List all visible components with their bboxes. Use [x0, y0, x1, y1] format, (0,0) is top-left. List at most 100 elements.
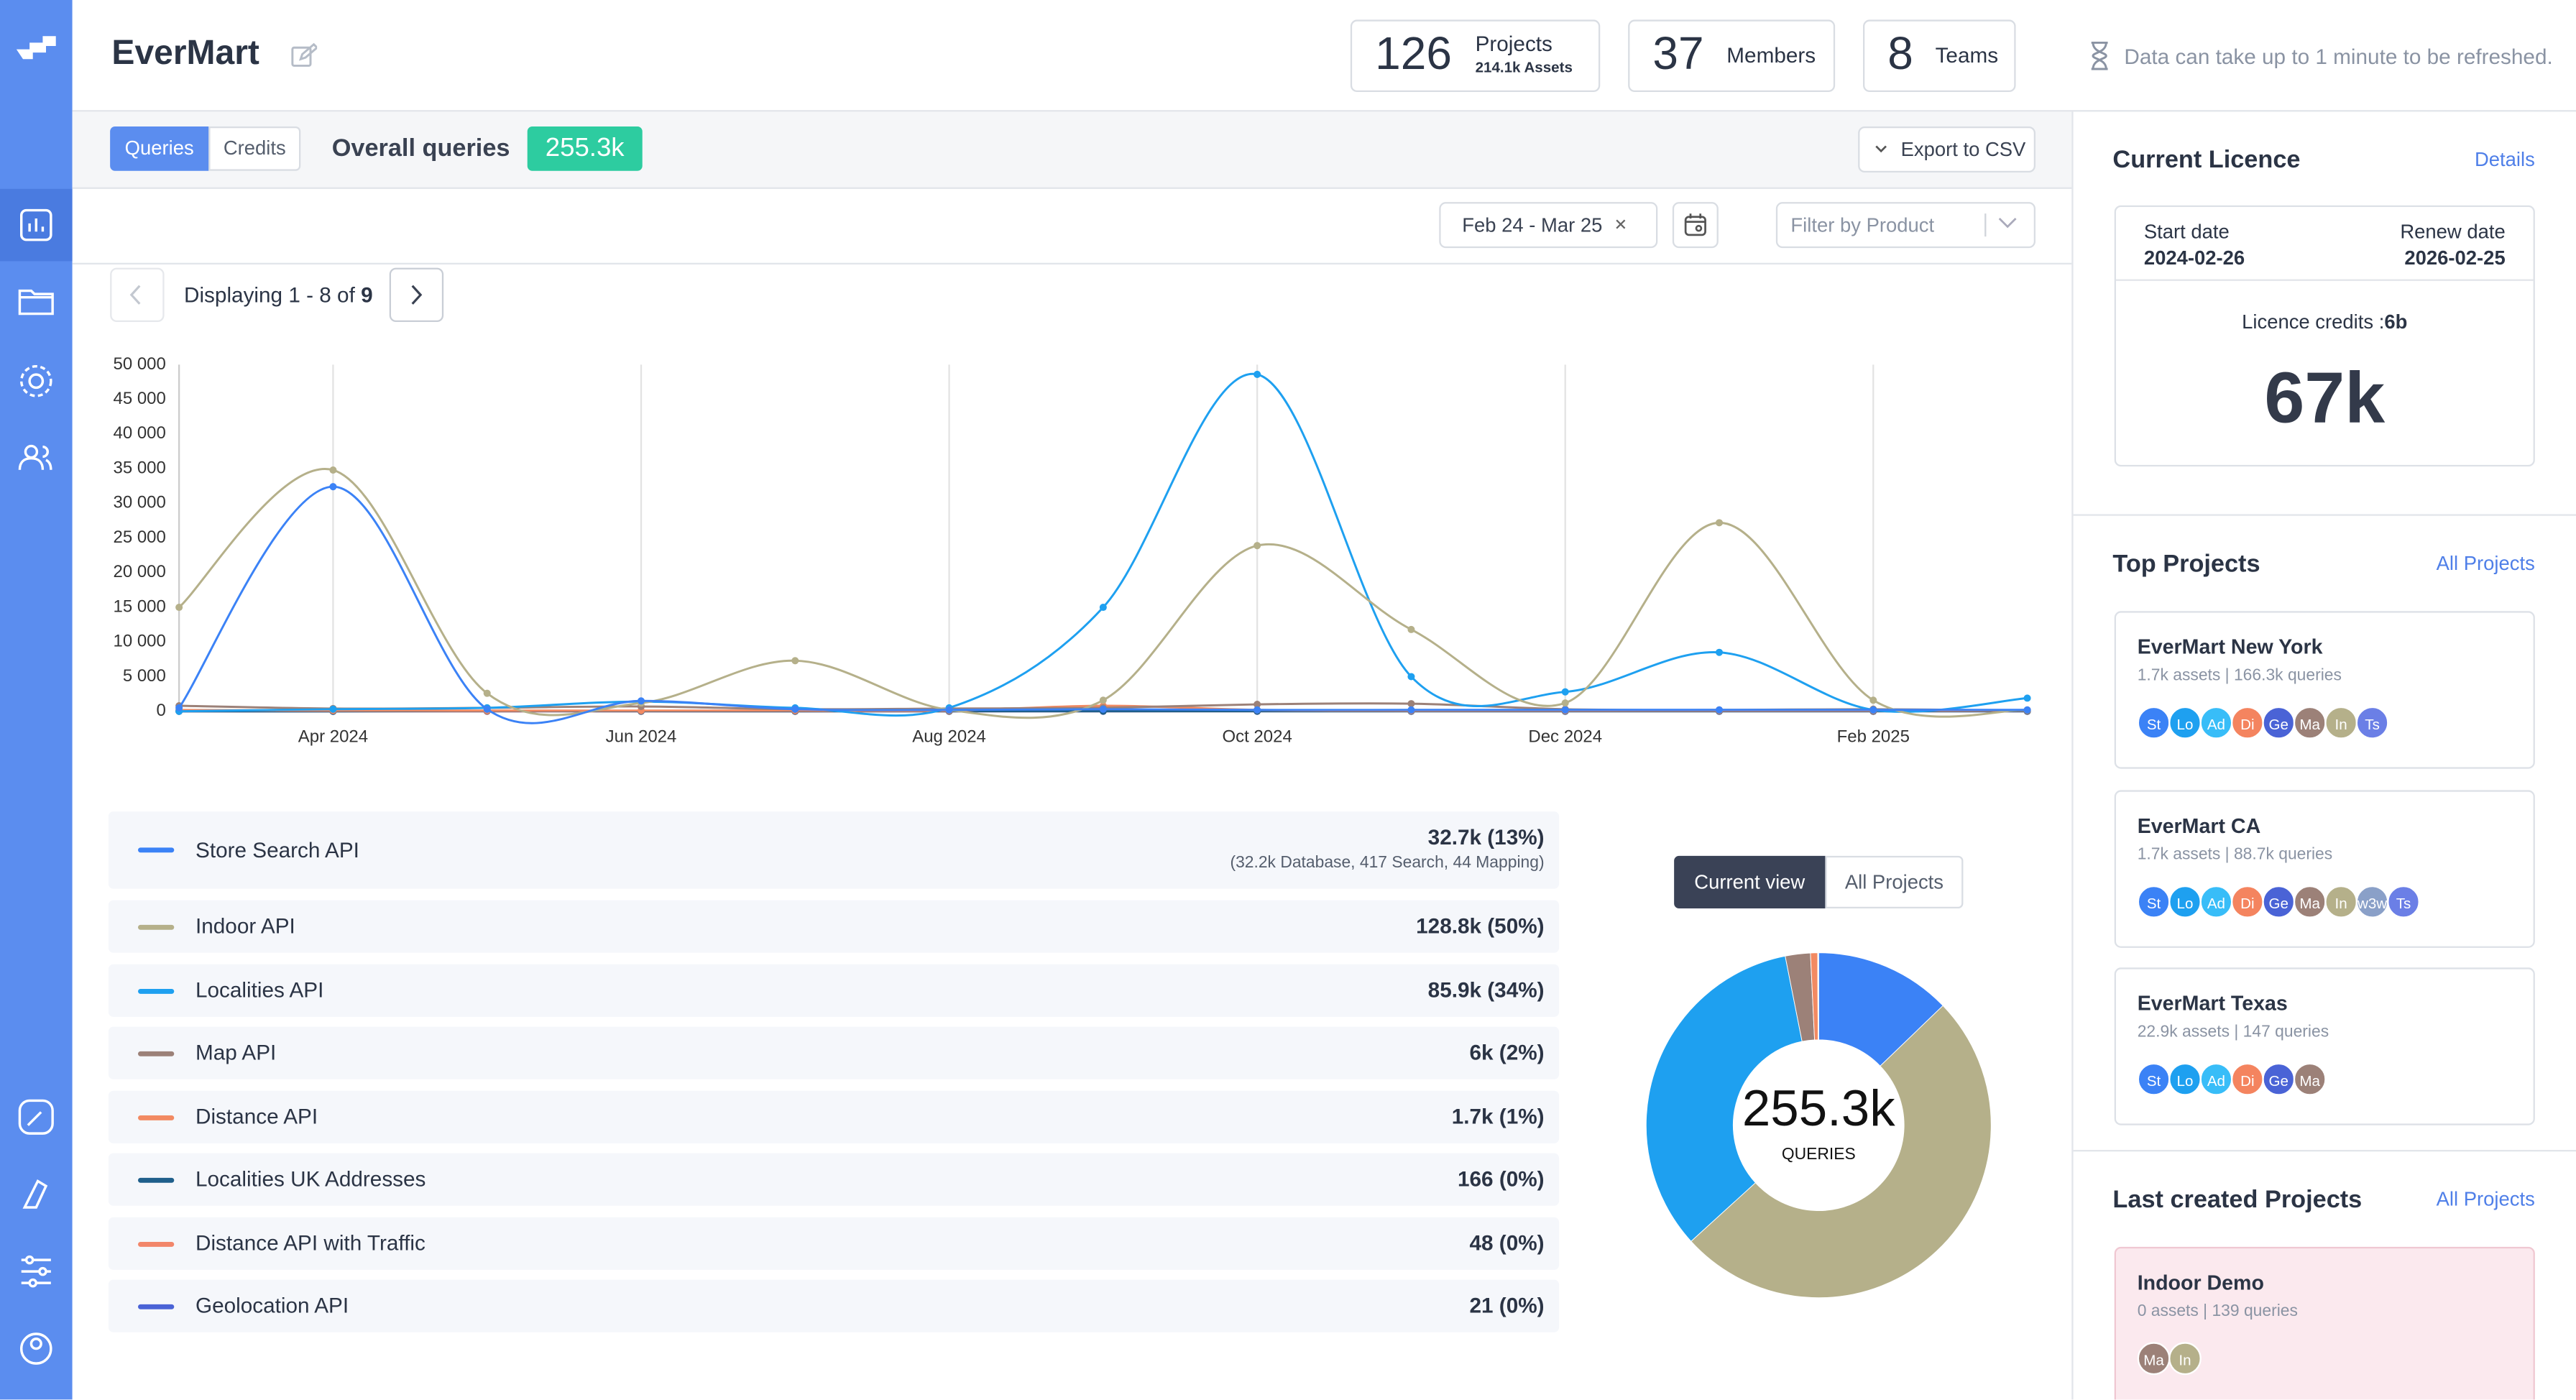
nav-settings[interactable]	[28, 373, 45, 390]
project-card[interactable]	[2114, 790, 2535, 948]
clear-icon[interactable]	[1615, 218, 1627, 230]
project-name[interactable]: EverMart CA	[2137, 814, 2261, 838]
nav-analytics[interactable]	[19, 208, 52, 241]
refresh-notice: Data can take up to 1 minute to be refre…	[2124, 44, 2553, 69]
overall-label: Overall queries	[331, 134, 510, 163]
avatar: Di	[2230, 885, 2264, 918]
x-tick-label: Feb 2025	[1837, 727, 1910, 747]
export-label[interactable]: Export to CSV	[1900, 137, 2026, 161]
nav-filters-knob	[28, 1278, 37, 1288]
avatar: St	[2137, 885, 2171, 918]
legend-swatch	[137, 1114, 175, 1120]
pagination: Displaying 1 - 8 of 9	[184, 282, 373, 307]
data-point	[791, 705, 799, 713]
avatar: w3w	[2355, 885, 2389, 918]
tab[interactable]: Credits	[208, 126, 301, 171]
legend-value: 85.9k (34%)	[1427, 977, 1545, 1003]
stat-label: Members	[1726, 42, 1816, 68]
data-point	[1254, 542, 1261, 550]
project-stats: 1.7k assets | 88.7k queries	[2137, 846, 2333, 865]
edit-icon[interactable]	[291, 42, 318, 69]
project-card[interactable]	[2114, 1246, 2535, 1400]
nav-projects[interactable]	[18, 289, 54, 316]
nav-account[interactable]	[19, 1332, 52, 1365]
prev-icon	[129, 285, 141, 305]
licence-credits: Licence credits :6b	[2115, 310, 2535, 333]
project-card[interactable]	[2114, 967, 2535, 1125]
project-name[interactable]: EverMart Texas	[2137, 992, 2288, 1016]
legend-note: (32.2k Database, 417 Search, 44 Mapping)	[1230, 854, 1545, 872]
stat-box	[1350, 19, 1601, 92]
avatar: Ma	[2293, 885, 2327, 918]
data-point	[945, 706, 953, 714]
y-tick-label: 20 000	[113, 562, 165, 581]
view-toggle[interactable]: All Projects	[1825, 855, 1964, 908]
legend-row	[108, 811, 1560, 889]
stat-value: 37	[1652, 27, 1704, 79]
stat-value: 126	[1375, 27, 1452, 79]
stat-label: Teams	[1935, 42, 1999, 68]
nav-tools-wrench	[27, 1111, 42, 1126]
credits-value: 6b	[2384, 310, 2408, 333]
legend-value: 32.7k (13%)	[1427, 824, 1545, 849]
data-point	[175, 603, 183, 612]
donut-segment	[1690, 1005, 1992, 1299]
avatar: Ma	[2293, 706, 2327, 740]
nav-tools[interactable]	[18, 1099, 54, 1135]
export-button[interactable]	[1858, 126, 2036, 172]
avatar: Ma	[2137, 1342, 2171, 1376]
data-point	[1715, 706, 1724, 714]
avatar: Lo	[2168, 1062, 2202, 1096]
data-point	[637, 697, 645, 705]
avatar: In	[2324, 706, 2358, 740]
nav-members[interactable]	[24, 444, 39, 459]
y-tick-label: 50 000	[113, 354, 165, 374]
legend-row	[108, 1153, 1560, 1206]
project-card[interactable]	[2114, 611, 2535, 769]
data-point	[1099, 705, 1107, 713]
series-line	[179, 372, 2028, 717]
view-toggle-active[interactable]: Current view	[1674, 855, 1826, 908]
last-projects-link[interactable]: All Projects	[2436, 1187, 2535, 1211]
licence-divider	[2115, 279, 2534, 281]
line-chart: 0 5 000 10 000 15 000 20 000 25 000 30 000 35 0…	[113, 354, 2031, 747]
data-point	[329, 483, 337, 491]
next-button[interactable]	[389, 267, 444, 322]
date-range-label: Feb 24 - Mar 25	[1462, 213, 1603, 237]
project-name[interactable]: EverMart New York	[2137, 635, 2323, 659]
legend-name: Geolocation API	[195, 1292, 349, 1318]
project-name[interactable]: Indoor Demo	[2137, 1271, 2264, 1295]
nav-members-body	[18, 445, 52, 470]
data-point	[1254, 370, 1261, 378]
credits-label: Licence credits :	[2242, 310, 2385, 333]
legend-swatch	[137, 1303, 175, 1309]
chevron	[1875, 145, 1887, 153]
nav-docs[interactable]	[22, 1179, 48, 1209]
calendar-button[interactable]	[1672, 202, 1719, 249]
stat-box	[1628, 19, 1836, 92]
stat-value: 8	[1887, 27, 1913, 79]
tab-active[interactable]: Queries	[110, 126, 209, 171]
next-icon	[411, 285, 423, 305]
data-point	[791, 657, 799, 665]
legend-swatch	[137, 987, 175, 993]
data-point	[1561, 699, 1569, 707]
licence-amount: 67k	[2264, 358, 2386, 439]
data-point	[1407, 673, 1415, 681]
panel-divider	[2073, 1149, 2576, 1152]
avatar: Ad	[2199, 885, 2233, 918]
top-projects-link[interactable]: All Projects	[2436, 551, 2535, 575]
stat-box	[1862, 19, 2016, 92]
avatar: In	[2168, 1342, 2202, 1376]
donut-chart: 255.3k QUERIES	[1645, 952, 1992, 1299]
header-border	[72, 110, 2576, 112]
licence-link[interactable]: Details	[2474, 147, 2535, 171]
avatar: Ma	[2293, 1062, 2327, 1096]
product-filter[interactable]	[1775, 202, 2036, 249]
start-label: Start date	[2143, 220, 2230, 244]
prev-button[interactable]	[110, 267, 165, 322]
panel-divider	[2073, 514, 2576, 516]
legend-swatch	[137, 924, 175, 929]
x-tick-label: Aug 2024	[912, 727, 986, 747]
data-point	[2023, 694, 2031, 702]
